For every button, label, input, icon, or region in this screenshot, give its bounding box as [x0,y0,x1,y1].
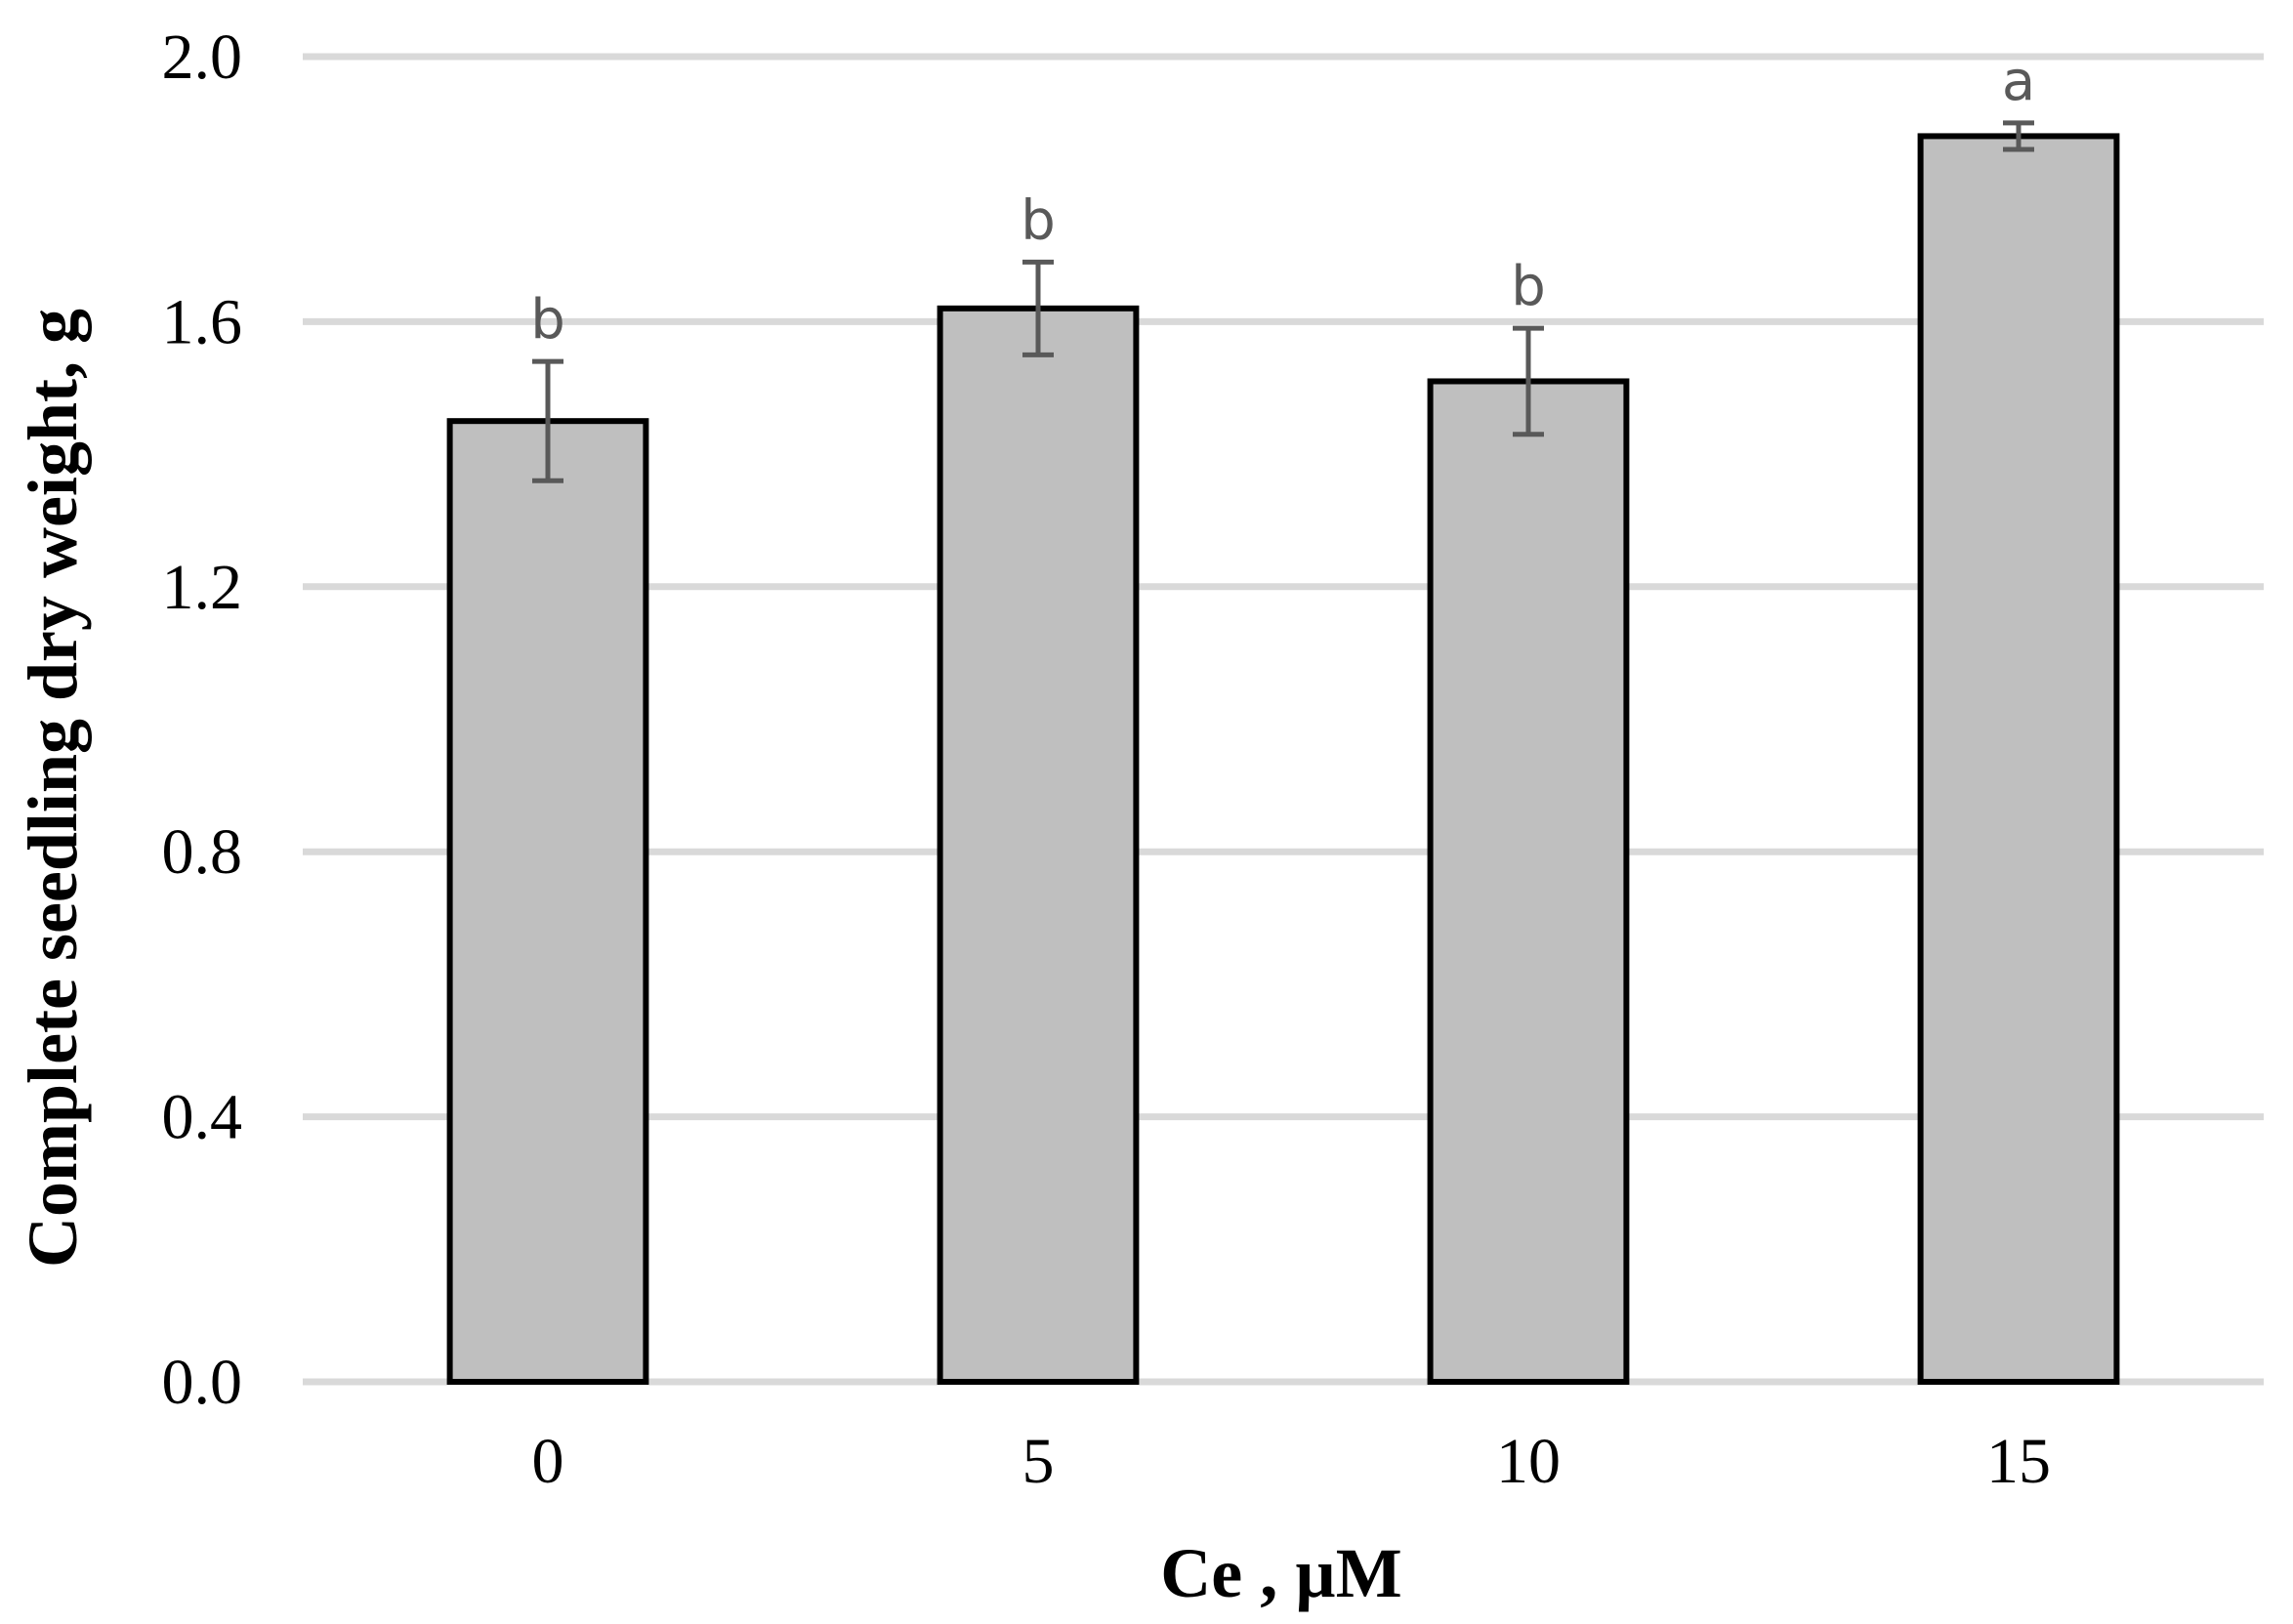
significance-label: b [1511,255,1546,318]
y-tick-label: 0.4 [162,1082,243,1153]
bar [1917,133,2120,1385]
y-tick-label: 0.0 [162,1347,243,1418]
x-axis-ticks: 0 5 10 15 [532,1426,2052,1497]
x-tick-label: 0 [532,1426,564,1497]
y-tick-label: 0.8 [162,816,243,888]
y-axis-ticks: 0.0 0.4 0.8 1.2 1.6 2.0 [162,21,243,1418]
bar [937,305,1140,1386]
y-axis-title: Complete seedling dry weight, g [14,309,92,1268]
y-tick-label: 2.0 [162,21,243,93]
significance-label: b [1021,188,1056,252]
x-tick-label: 10 [1496,1426,1561,1497]
bar [446,418,649,1385]
x-tick-label: 5 [1022,1426,1055,1497]
significance-label: b [530,288,565,352]
bar [1427,378,1630,1386]
y-tick-label: 1.2 [162,552,243,623]
bars: b b b a [446,50,2120,1386]
y-tick-label: 1.6 [162,286,243,357]
x-tick-label: 15 [1986,1426,2051,1497]
significance-label: a [2002,50,2035,113]
x-axis-title: Ce , µM [1160,1534,1401,1612]
